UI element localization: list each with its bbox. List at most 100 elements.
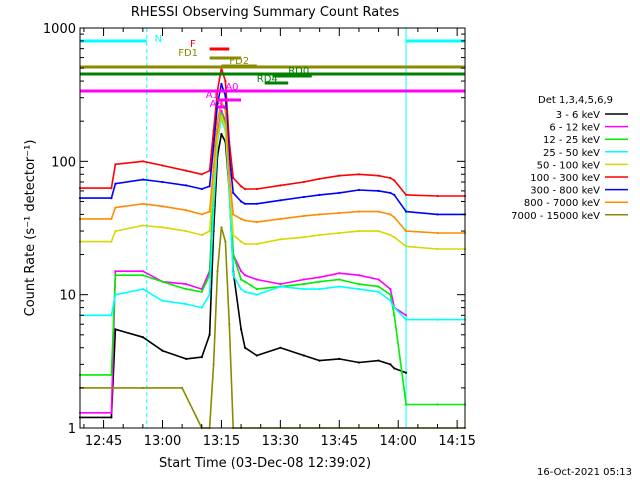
- data-point: [240, 217, 243, 220]
- data-point: [338, 357, 341, 360]
- data-point: [436, 318, 439, 321]
- data-point: [393, 236, 396, 239]
- data-point: [212, 129, 215, 132]
- annotation-n: N: [155, 34, 162, 45]
- data-point: [232, 233, 235, 237]
- data-point: [228, 173, 231, 176]
- data-point: [114, 182, 117, 185]
- data-point: [220, 112, 223, 115]
- data-point: [161, 280, 164, 283]
- data-point: [389, 213, 392, 216]
- data-point: [405, 314, 408, 317]
- data-point: [357, 361, 360, 364]
- data-point: [393, 367, 396, 370]
- data-point: [216, 102, 219, 105]
- data-point: [279, 184, 282, 187]
- data-point: [302, 195, 305, 199]
- series-line-2: [80, 112, 465, 406]
- data-point: [357, 210, 360, 213]
- data-point: [220, 109, 223, 112]
- x-tick-label: 13:45: [321, 434, 358, 449]
- legend-label: 6 - 12 keV: [549, 123, 600, 134]
- data-point: [208, 185, 211, 188]
- data-point: [200, 173, 203, 176]
- data-point: [405, 193, 408, 196]
- annotation-f: F: [190, 39, 196, 50]
- data-point: [255, 202, 258, 205]
- data-point: [114, 293, 117, 296]
- data-point: [255, 242, 258, 246]
- data-point: [208, 230, 211, 233]
- data-point: [243, 187, 247, 191]
- x-tick-label: 13:00: [144, 434, 181, 449]
- annotation-fd1: FD1: [178, 48, 198, 59]
- data-point: [377, 189, 380, 192]
- data-point: [212, 145, 215, 148]
- data-point: [255, 187, 258, 191]
- series-line-4: [80, 114, 465, 250]
- x-tick-label: 13:15: [203, 434, 240, 449]
- data-point: [110, 197, 113, 200]
- data-point: [243, 280, 247, 283]
- data-point: [232, 191, 235, 194]
- data-point: [216, 270, 219, 273]
- data-point: [243, 219, 247, 222]
- data-point: [302, 354, 305, 357]
- data-point: [377, 290, 380, 293]
- data-point: [436, 231, 439, 235]
- data-point: [377, 278, 380, 281]
- data-point: [161, 349, 164, 352]
- legend-label: 300 - 800 keV: [530, 186, 600, 197]
- data-point: [240, 278, 243, 281]
- data-point: [220, 114, 223, 117]
- data-point: [110, 373, 113, 376]
- data-point: [141, 274, 144, 277]
- generated-timestamp: 16-Oct-2021 05:13: [537, 467, 632, 478]
- data-point: [110, 187, 113, 190]
- data-point: [279, 283, 282, 286]
- data-point: [161, 299, 164, 302]
- data-point: [389, 293, 392, 296]
- data-point: [232, 274, 235, 277]
- data-point: [389, 288, 392, 291]
- data-point: [389, 233, 392, 237]
- data-point: [405, 403, 408, 406]
- data-point: [200, 290, 203, 293]
- data-point: [110, 240, 113, 243]
- legend-label: 50 - 100 keV: [537, 160, 601, 171]
- data-point: [338, 272, 341, 275]
- data-point: [318, 359, 321, 362]
- data-point: [357, 230, 360, 233]
- data-point: [185, 184, 188, 187]
- data-point: [318, 177, 321, 180]
- data-point: [161, 164, 164, 167]
- data-point: [338, 278, 341, 281]
- data-point: [114, 274, 117, 277]
- data-point: [141, 386, 144, 389]
- data-point: [141, 202, 144, 205]
- plot-background: [80, 28, 465, 428]
- data-point: [114, 163, 117, 166]
- series-line-5: [80, 67, 465, 197]
- data-point: [141, 160, 144, 163]
- y-axis-label: Count Rate (s⁻¹ detector⁻¹): [23, 140, 38, 317]
- data-point: [405, 230, 408, 233]
- data-point: [405, 210, 408, 213]
- data-point: [200, 213, 203, 216]
- axes-layer: 12:45 13:00 13:15 13:30 13:45 14:00 14:15 1 10 10…: [43, 22, 476, 449]
- data-point: [338, 231, 341, 235]
- legend-label: 7000 - 15000 keV: [511, 211, 600, 222]
- data-point: [208, 293, 211, 296]
- annotation-a1: A1: [206, 90, 219, 101]
- data-point: [405, 371, 408, 374]
- data-point: [240, 328, 243, 331]
- data-point: [255, 293, 258, 296]
- data-point: [338, 211, 341, 215]
- data-point: [279, 217, 282, 220]
- data-point: [110, 411, 113, 414]
- data-point: [279, 285, 282, 288]
- y-tick-label: 10: [59, 289, 76, 304]
- data-point: [357, 288, 360, 291]
